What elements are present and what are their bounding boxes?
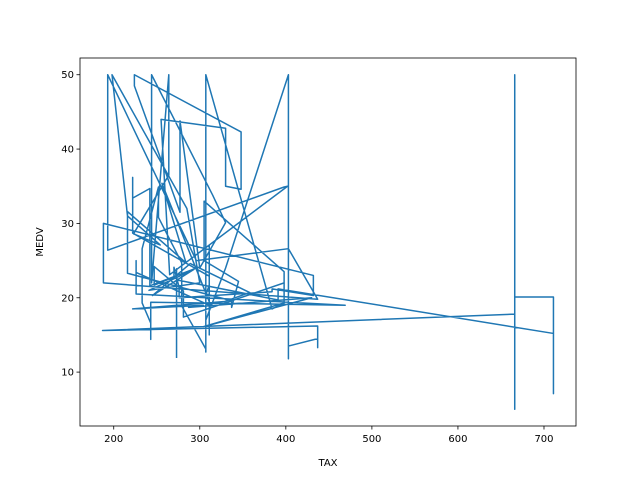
x-tick-label: 400 [276, 434, 295, 445]
y-tick-label: 40 [61, 145, 74, 156]
y-tick-label: 30 [61, 219, 74, 230]
y-tick-label: 10 [61, 368, 74, 379]
y-tick-label: 50 [61, 70, 74, 81]
y-tick-label: 20 [61, 293, 74, 304]
y-axis-label: MEDV [35, 227, 46, 256]
data-line [101, 73, 555, 411]
x-tick-label: 200 [104, 434, 123, 445]
x-axis-label: TAX [317, 458, 337, 469]
x-tick-label: 600 [448, 434, 467, 445]
plot-frame [79, 57, 577, 427]
x-tick-label: 700 [534, 434, 553, 445]
x-tick-label: 500 [362, 434, 381, 445]
x-tick-label: 300 [190, 434, 209, 445]
